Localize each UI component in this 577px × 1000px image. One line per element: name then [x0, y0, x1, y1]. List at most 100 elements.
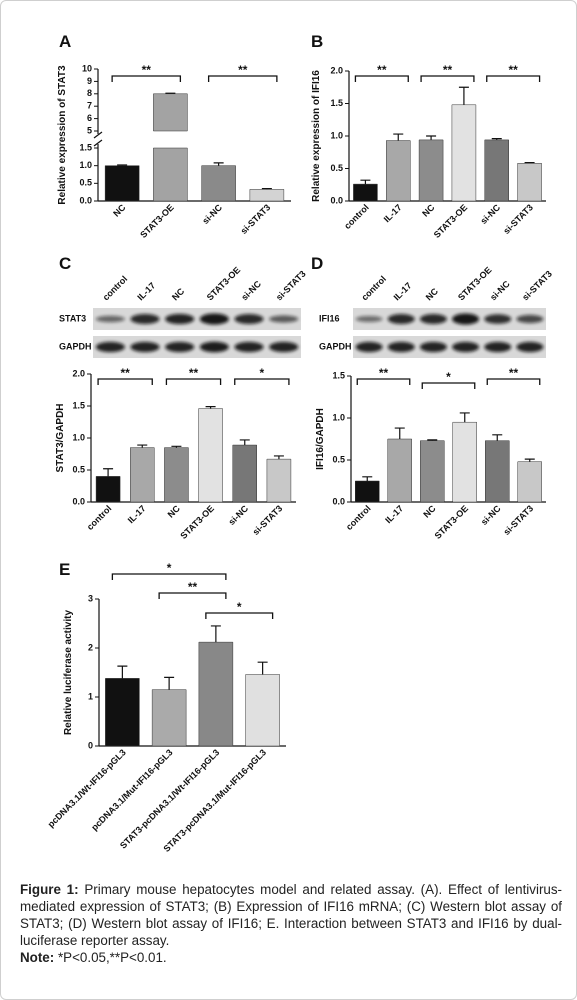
- significance-bracket: [356, 378, 411, 385]
- blot-band: [234, 314, 264, 324]
- error-bar: [524, 162, 535, 164]
- figure-panels: A Relative expression of STAT3 0.0 0.5 1.0 1.…: [46, 32, 554, 854]
- bar: [164, 447, 189, 503]
- y-tick-label: 6: [87, 113, 92, 123]
- y-tick-label: 9: [87, 76, 92, 86]
- significance-bracket: [207, 75, 278, 82]
- blot-band: [484, 314, 512, 324]
- y-tick-label: 1.5: [72, 400, 85, 410]
- blot-band: [419, 341, 447, 353]
- blot-band: [95, 341, 125, 353]
- x-tick-label: si-NC: [479, 503, 503, 527]
- significance-bracket: [486, 75, 541, 82]
- significance-bracket: [421, 382, 476, 389]
- lane-label: si-STAT3: [520, 269, 554, 303]
- bar: [198, 641, 234, 747]
- x-tick-label: NC: [166, 503, 183, 520]
- x-tick-label: NC: [420, 202, 437, 219]
- x-tick-label: pcDNA3.1/Wt-IFI16-pGL3: [46, 747, 128, 829]
- lane-label: control: [101, 274, 130, 303]
- significance-label: *: [237, 600, 242, 614]
- significance-bracket: [420, 75, 475, 82]
- blot-band: [355, 315, 383, 323]
- significance-bracket: [158, 592, 227, 599]
- blot-strip: [353, 308, 546, 330]
- caption: Figure 1: Primary mouse hepatocytes mode…: [20, 881, 562, 966]
- bar: [153, 93, 188, 202]
- significance-label: **: [238, 63, 248, 77]
- blot-strip: [93, 336, 301, 358]
- x-tick-label: si-STAT3: [501, 202, 535, 236]
- bar: [452, 421, 477, 503]
- blot-band: [234, 341, 264, 353]
- significance-bracket: [111, 75, 182, 82]
- x-tick-label: si-NC: [478, 202, 502, 226]
- bar: [245, 674, 280, 747]
- x-tick-label: STAT3-OE: [432, 202, 470, 240]
- caption-text: Primary mouse hepatocytes model and rela…: [20, 882, 563, 948]
- panel-letter: B: [311, 32, 323, 51]
- significance-label: *: [446, 370, 451, 384]
- blot-band: [199, 313, 229, 325]
- blot-band: [165, 313, 195, 325]
- bar: [387, 438, 412, 503]
- bar: [198, 408, 223, 503]
- error-bar: [458, 86, 469, 105]
- blot-band: [516, 314, 544, 324]
- bar: [201, 165, 236, 202]
- x-tick-label: NC: [111, 202, 128, 219]
- x-tick-label: control: [85, 503, 114, 532]
- bar: [517, 163, 542, 202]
- significance-bracket: [165, 378, 222, 385]
- bar: [517, 461, 542, 503]
- blot-band: [452, 313, 480, 325]
- bar: [420, 440, 445, 503]
- error-bar: [492, 434, 503, 441]
- y-tick-label: 2: [88, 642, 93, 652]
- y-tick-label: 0.0: [330, 195, 343, 205]
- x-tick-label: pcDNA3.1/Mut-IFI16-pGL3: [89, 747, 174, 832]
- x-tick-label: si-STAT3: [251, 503, 285, 537]
- bar: [232, 444, 257, 503]
- blot-row-label: IFI16: [319, 313, 340, 323]
- bar: [386, 140, 411, 202]
- y-axis-label: Relative luciferase activity: [63, 610, 74, 736]
- y-tick-label: 0.0: [79, 195, 92, 205]
- y-tick-label: 0.5: [72, 464, 85, 474]
- lane-label: control: [359, 274, 388, 303]
- significance-label: **: [142, 63, 152, 77]
- blot-band: [165, 341, 195, 353]
- y-tick-label: 1.5: [330, 98, 343, 108]
- error-bar: [210, 625, 221, 643]
- bar: [266, 458, 292, 503]
- significance-label: **: [443, 63, 453, 77]
- error-bar: [393, 133, 404, 141]
- x-tick-label: STAT3-OE: [138, 202, 176, 240]
- significance-label: **: [508, 63, 518, 77]
- x-tick-label: control: [344, 503, 373, 532]
- blot-band: [130, 341, 160, 353]
- y-tick-label: 0.0: [332, 496, 345, 506]
- x-tick-label: IL-17: [126, 503, 148, 525]
- error-bar: [524, 458, 535, 462]
- bar: [418, 139, 444, 202]
- bar: [151, 689, 187, 747]
- error-bar: [362, 476, 373, 481]
- y-tick-label: 0: [88, 740, 93, 750]
- bar: [451, 104, 477, 202]
- error-bar: [117, 164, 128, 166]
- y-tick-label: 1.0: [330, 130, 343, 140]
- x-tick-label: STAT3-pcDNA3.1/Mut-IFI16-pGL3: [161, 747, 268, 854]
- bar: [353, 183, 378, 202]
- y-tick-label: 0.0: [72, 496, 85, 506]
- error-bar: [427, 439, 438, 441]
- x-tick-label: si-NC: [200, 202, 224, 226]
- significance-label: **: [509, 366, 519, 380]
- y-tick-label: 1.0: [72, 432, 85, 442]
- lane-label: STAT3-OE: [456, 265, 494, 303]
- bar: [105, 678, 140, 747]
- x-tick-label: IL-17: [382, 202, 404, 224]
- error-bar: [459, 412, 470, 423]
- y-tick-label: 1.0: [332, 412, 345, 422]
